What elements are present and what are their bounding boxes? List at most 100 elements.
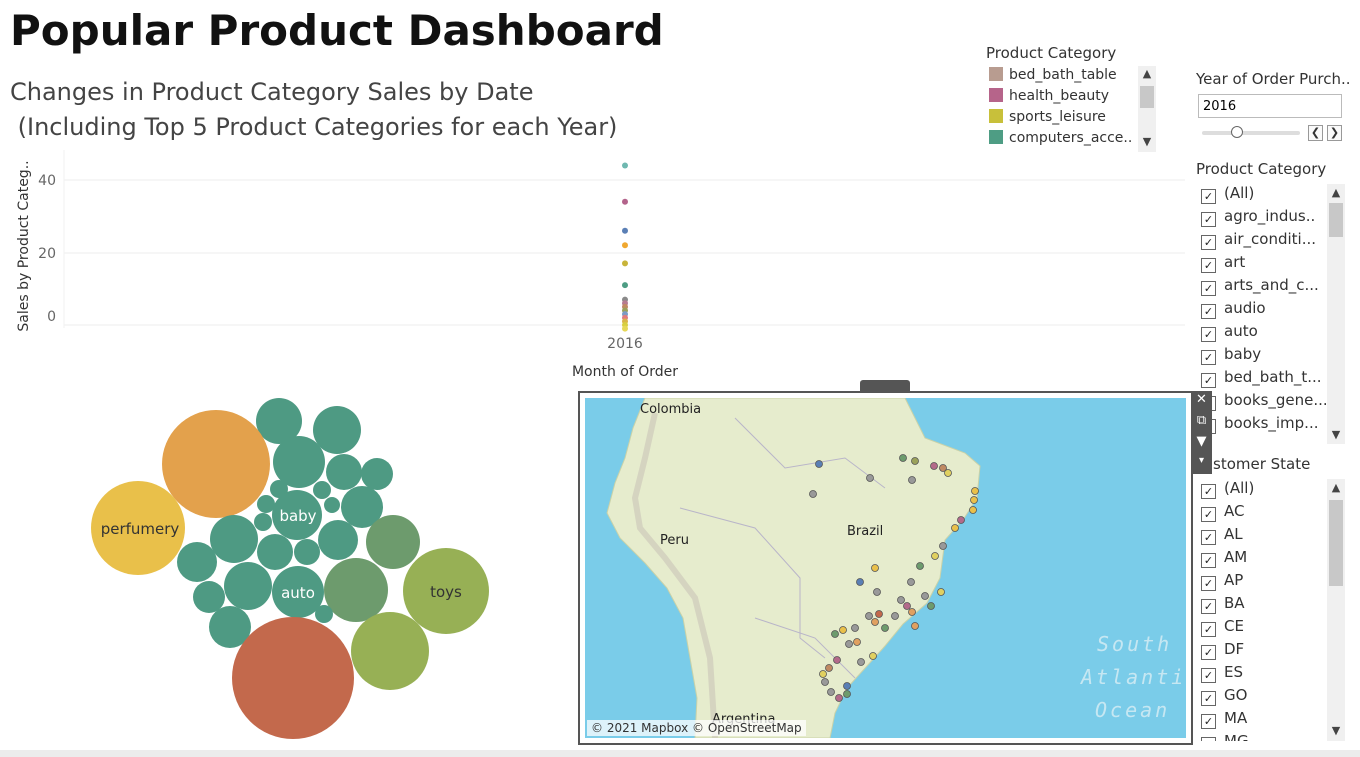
map-point[interactable]: [866, 474, 874, 482]
scatter-point[interactable]: [622, 198, 628, 205]
bubble[interactable]: [257, 534, 293, 570]
scatter-point[interactable]: [622, 227, 628, 234]
scatter-point[interactable]: [622, 162, 628, 169]
map-point[interactable]: [871, 618, 879, 626]
map-point[interactable]: [843, 690, 851, 698]
map-point[interactable]: [971, 487, 979, 495]
bubble[interactable]: [270, 480, 288, 498]
state-filter-item[interactable]: ✓ BA: [1201, 594, 1245, 616]
category-filter-item[interactable]: ✓ audio: [1201, 299, 1266, 321]
map-point[interactable]: [856, 578, 864, 586]
drag-handle[interactable]: [860, 380, 910, 391]
map-point[interactable]: [815, 460, 823, 468]
bubble-perfumery[interactable]: [91, 481, 185, 575]
map-point[interactable]: [970, 496, 978, 504]
sales-scatter-chart[interactable]: 40 20 0 Sales by Product Categ.. 2016 Mo…: [0, 150, 1190, 385]
bubble[interactable]: [324, 558, 388, 622]
bubble[interactable]: [318, 520, 358, 560]
state-filter-item[interactable]: ✓ MA: [1201, 709, 1247, 731]
checkbox-icon[interactable]: ✓: [1201, 281, 1216, 296]
map[interactable]: Colombia Peru Brazil Argentina South Atl…: [585, 398, 1186, 738]
map-point[interactable]: [944, 469, 952, 477]
state-filter-item[interactable]: ✓ AP: [1201, 571, 1243, 593]
category-filter-item[interactable]: ✓ arts_and_c...: [1201, 276, 1319, 298]
bubble[interactable]: [324, 497, 340, 513]
checkbox-icon[interactable]: ✓: [1201, 714, 1216, 729]
category-filter-item[interactable]: ✓books_imp...: [1201, 414, 1318, 436]
checkbox-icon[interactable]: ✓: [1201, 350, 1216, 365]
map-point[interactable]: [835, 694, 843, 702]
category-filter-item[interactable]: ✓ auto: [1201, 322, 1258, 344]
scroll-up-icon[interactable]: ▲: [1331, 481, 1341, 494]
category-filter-item[interactable]: ✓ art: [1201, 253, 1245, 275]
checkbox-icon[interactable]: ✓: [1201, 189, 1216, 204]
map-point[interactable]: [951, 524, 959, 532]
category-bubble-chart[interactable]: perfumery baby auto toys: [80, 390, 540, 750]
map-point[interactable]: [903, 602, 911, 610]
map-point[interactable]: [897, 596, 905, 604]
map-point[interactable]: [839, 626, 847, 634]
map-point[interactable]: [873, 588, 881, 596]
checkbox-icon[interactable]: ✓: [1201, 737, 1216, 741]
checkbox-icon[interactable]: ✓: [1201, 484, 1216, 499]
map-point[interactable]: [921, 592, 929, 600]
bubble[interactable]: [256, 398, 302, 444]
map-point[interactable]: [931, 552, 939, 560]
checkbox-icon[interactable]: ✓: [1201, 304, 1216, 319]
bubble-baby[interactable]: [272, 490, 322, 540]
map-point[interactable]: [937, 588, 945, 596]
map-point[interactable]: [911, 457, 919, 465]
checkbox-icon[interactable]: ✓: [1201, 668, 1216, 683]
map-point[interactable]: [916, 562, 924, 570]
bubble[interactable]: [273, 436, 325, 488]
open-external-icon[interactable]: ⧉: [1196, 413, 1207, 428]
legend-item[interactable]: bed_bath_table: [989, 67, 1117, 83]
legend-scroll-thumb[interactable]: [1140, 86, 1154, 108]
checkbox-icon[interactable]: ✓: [1201, 258, 1216, 273]
category-filter-item[interactable]: ✓ baby: [1201, 345, 1261, 367]
year-prev-button[interactable]: ❮: [1308, 125, 1323, 141]
bubble[interactable]: [193, 581, 225, 613]
scroll-down-icon[interactable]: ▼: [1331, 724, 1341, 737]
category-filter-item[interactable]: ✓ (All): [1201, 184, 1254, 206]
state-filter-item[interactable]: ✓ (All): [1201, 479, 1254, 501]
map-point[interactable]: [875, 610, 883, 618]
map-canvas[interactable]: [585, 398, 1186, 738]
checkbox-icon[interactable]: ✓: [1201, 553, 1216, 568]
year-next-button[interactable]: ❯: [1327, 125, 1342, 141]
bubble[interactable]: [232, 617, 354, 739]
scroll-down-icon[interactable]: ▼: [1331, 428, 1341, 441]
state-filter-item[interactable]: ✓ DF: [1201, 640, 1244, 662]
filter-icon[interactable]: ▼: [1196, 434, 1207, 449]
map-point[interactable]: [843, 682, 851, 690]
legend-item[interactable]: health_beauty: [989, 88, 1109, 104]
category-scrollbar[interactable]: [1327, 184, 1345, 444]
bubble[interactable]: [210, 515, 258, 563]
map-point[interactable]: [825, 664, 833, 672]
map-point[interactable]: [891, 612, 899, 620]
map-container[interactable]: Colombia Peru Brazil Argentina South Atl…: [578, 391, 1193, 745]
map-point[interactable]: [908, 608, 916, 616]
map-point[interactable]: [827, 688, 835, 696]
map-point[interactable]: [899, 454, 907, 462]
map-point[interactable]: [833, 656, 841, 664]
state-filter-item[interactable]: ✓ AM: [1201, 548, 1247, 570]
bubble[interactable]: [224, 562, 272, 610]
map-point[interactable]: [930, 462, 938, 470]
checkbox-icon[interactable]: ✓: [1201, 599, 1216, 614]
checkbox-icon[interactable]: ✓: [1201, 530, 1216, 545]
scroll-up-icon[interactable]: ▲: [1331, 186, 1341, 199]
bubble[interactable]: [254, 513, 272, 531]
bubble[interactable]: [326, 454, 362, 490]
checkbox-icon[interactable]: ✓: [1201, 212, 1216, 227]
map-point[interactable]: [881, 624, 889, 632]
checkbox-icon[interactable]: ✓: [1201, 235, 1216, 250]
bubble[interactable]: [162, 410, 270, 518]
bubble[interactable]: [361, 458, 393, 490]
bubble[interactable]: [294, 539, 320, 565]
map-point[interactable]: [821, 678, 829, 686]
bubble[interactable]: [341, 486, 383, 528]
map-point[interactable]: [908, 476, 916, 484]
map-point[interactable]: [871, 564, 879, 572]
scatter-point[interactable]: [622, 260, 628, 267]
